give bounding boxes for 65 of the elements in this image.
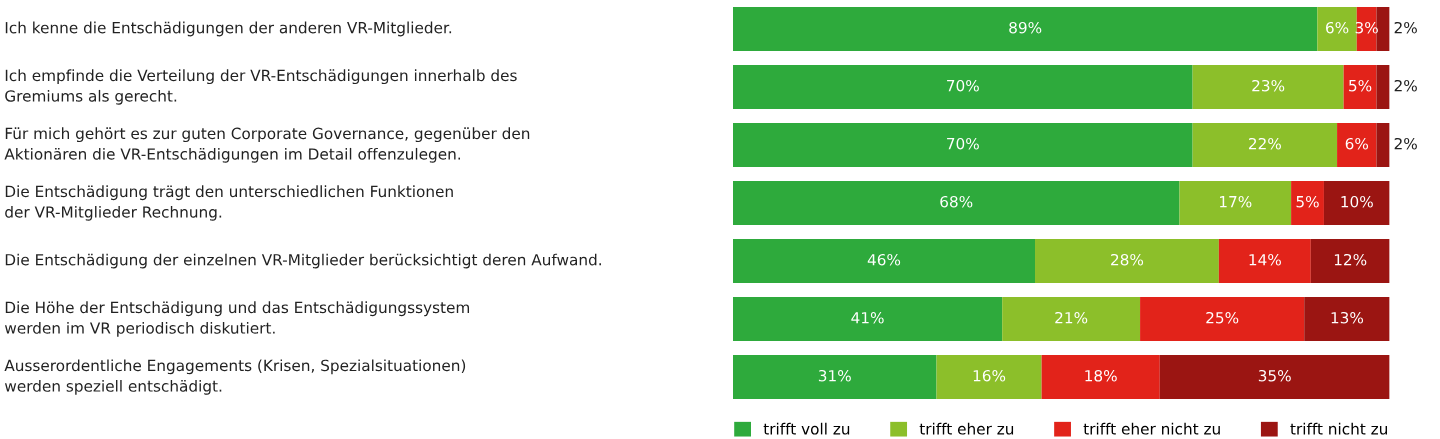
bar	[1192, 64, 1344, 110]
data-label: 89%	[1009, 21, 1042, 34]
bar	[1218, 239, 1311, 284]
data-label: 12%	[1334, 253, 1367, 266]
data-label: 13%	[1331, 311, 1364, 324]
bar	[1179, 180, 1292, 226]
data-label: 2%	[1394, 21, 1417, 34]
bar	[1140, 297, 1305, 342]
bar	[1159, 355, 1390, 400]
bar	[1343, 64, 1377, 110]
bar	[1002, 297, 1141, 342]
bar	[1376, 64, 1390, 110]
legend-label: trifft eher zu	[919, 422, 1014, 435]
data-label: 18%	[1085, 369, 1117, 382]
legend-label: trifft voll zu	[763, 422, 850, 435]
legend-label: trifft nicht zu	[1290, 422, 1387, 435]
bar	[732, 64, 1193, 110]
y-tick-label: Die Entschädigung der einzelnen VR-Mitglieder berücksichtigt deren Aufwand.	[5, 253, 601, 269]
bar	[936, 355, 1042, 400]
data-label: 14%	[1249, 253, 1281, 266]
legend-label: trifft eher nicht zu	[1083, 422, 1220, 435]
data-label: 16%	[973, 369, 1006, 382]
bar	[1035, 239, 1219, 284]
y-tick-label: Die Höhe der Entschädigung und das Entschädigungssystem werden im VR periodisch diskutiert.	[4, 301, 470, 337]
y-tick-label: Ausserordentliche Engagements (Krisen, Spezialsituationen) werden speziell entschädigt.	[4, 359, 466, 395]
data-label: 41%	[851, 311, 884, 324]
bar	[1310, 239, 1390, 284]
bar	[1376, 6, 1390, 52]
data-label: 68%	[940, 195, 973, 208]
data-label: 17%	[1219, 195, 1252, 208]
data-label: 28%	[1111, 253, 1144, 266]
data-label: 10%	[1341, 195, 1373, 208]
bar	[732, 6, 1318, 52]
data-label: 5%	[1296, 195, 1319, 208]
data-label: 6%	[1326, 21, 1349, 34]
data-label: 35%	[1258, 369, 1291, 382]
data-label: 2%	[1394, 79, 1417, 92]
bar	[1192, 122, 1338, 168]
data-label: 70%	[947, 137, 979, 150]
data-label: 70%	[947, 79, 979, 92]
bar	[1337, 122, 1377, 168]
bar	[732, 180, 1180, 226]
data-label: 46%	[867, 253, 901, 266]
bar	[732, 239, 1036, 284]
bar	[1323, 180, 1390, 226]
bar	[1376, 122, 1390, 168]
data-label: 22%	[1248, 137, 1281, 150]
data-label: 5%	[1349, 79, 1372, 92]
y-tick-label: Ich empfinde die Verteilung der VR-Entschädigungen innerhalb des Gremiums als gerecht.	[5, 69, 517, 105]
data-label: 2%	[1394, 137, 1417, 150]
y-tick-label: Die Entschädigung trägt den unterschiedlichen Funktionen der VR-Mitglieder Rechnung.	[5, 185, 453, 221]
bar	[1041, 355, 1160, 400]
data-label: 31%	[818, 369, 851, 382]
data-label: 25%	[1206, 311, 1239, 324]
data-label: 6%	[1345, 137, 1369, 150]
bar	[732, 355, 937, 400]
data-label: 21%	[1055, 311, 1088, 324]
data-label: 23%	[1252, 79, 1285, 92]
bar	[1317, 6, 1357, 52]
bar	[732, 297, 1003, 342]
y-tick-label: Ich kenne die Entschädigungen der anderen VR-Mitglieder.	[5, 21, 452, 37]
bar	[732, 122, 1193, 168]
y-tick-label: Für mich gehört es zur guten Corporate Governance, gegenüber den Aktionären die VR-Entschädigungen im Detail offenzulegen.	[4, 127, 530, 163]
bar	[1291, 180, 1324, 226]
bar	[1304, 297, 1390, 342]
